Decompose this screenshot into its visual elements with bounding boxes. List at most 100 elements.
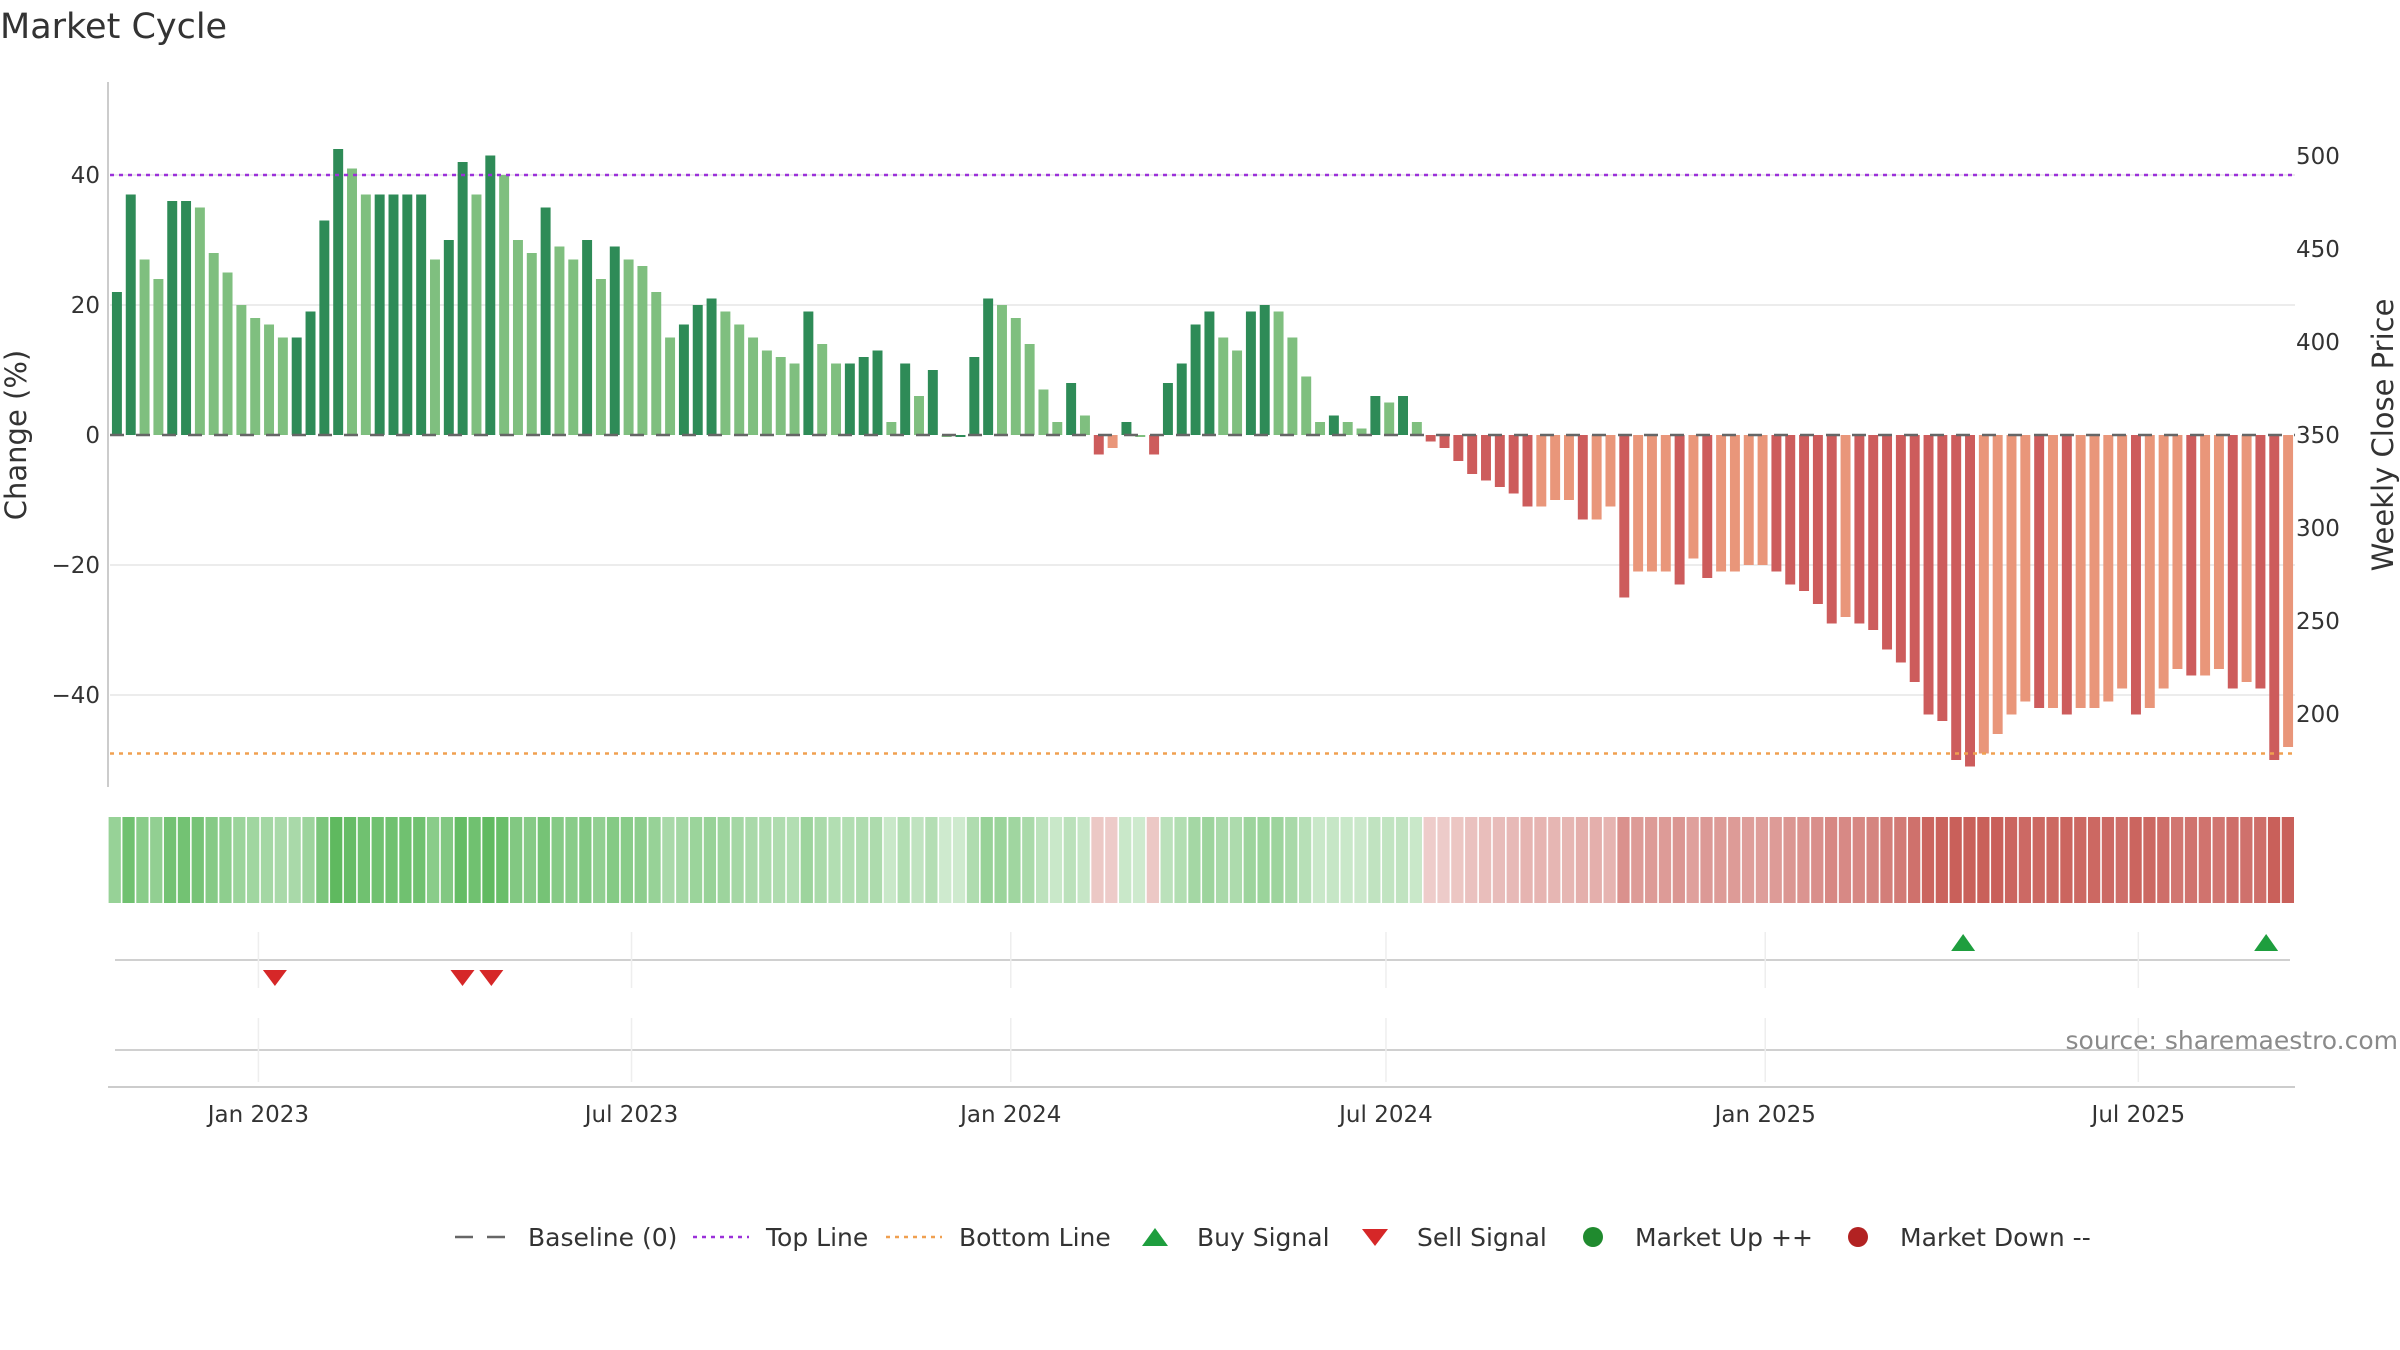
change-bar (526, 253, 537, 435)
heat-cell (2240, 817, 2253, 903)
heat-cell (745, 817, 758, 903)
heat-cell (579, 817, 592, 903)
legend-item[interactable]: Baseline (0) (455, 1223, 677, 1252)
heat-cell (1548, 817, 1561, 903)
heat-cell (288, 817, 301, 903)
change-bar (803, 311, 814, 435)
heat-cell (1437, 817, 1450, 903)
heat-cell (606, 817, 620, 903)
change-bar (1646, 435, 1657, 572)
heat-cell (1257, 817, 1270, 903)
heat-cell (2143, 817, 2156, 903)
heat-cell (371, 817, 384, 903)
heat-cell (1423, 817, 1436, 903)
change-bar (1660, 435, 1671, 572)
heat-cell (1146, 817, 1159, 903)
change-bar (167, 201, 178, 435)
change-bar (2200, 435, 2211, 676)
y-tick-label: −40 (51, 683, 100, 709)
heat-cell (786, 817, 800, 903)
heat-cell (1105, 817, 1118, 903)
legend-item[interactable]: Buy Signal (1142, 1223, 1330, 1252)
heat-cell (1631, 817, 1644, 903)
change-bar (2269, 435, 2280, 760)
change-bar (319, 220, 330, 435)
heat-cell (357, 817, 370, 903)
legend-item[interactable]: Sell Signal (1362, 1223, 1547, 1252)
heat-cell (773, 817, 786, 903)
change-bar (1992, 435, 2003, 734)
change-bar (900, 363, 911, 435)
legend-label: Top Line (765, 1223, 868, 1252)
change-bar (430, 259, 440, 435)
change-bar (347, 168, 357, 435)
legend-item[interactable]: Market Down -- (1848, 1223, 2091, 1252)
change-bar (1052, 422, 1063, 435)
heat-cell (247, 817, 260, 903)
heat-cell (1478, 817, 1492, 903)
change-bar (1218, 337, 1229, 435)
legend-swatch (1848, 1227, 1868, 1247)
heat-cell (883, 817, 896, 903)
heat-cell (1811, 817, 1824, 903)
legend-item[interactable]: Top Line (693, 1223, 868, 1252)
heat-cell (440, 817, 454, 903)
heat-cell (108, 817, 121, 903)
heat-cell (1894, 817, 1907, 903)
heat-cell (1561, 817, 1575, 903)
change-bar (1107, 435, 1118, 448)
x-tick-label: Jul 2025 (2090, 1102, 2186, 1128)
change-bar (748, 337, 759, 435)
change-bar (181, 201, 192, 435)
heat-cell (2074, 817, 2087, 903)
change-bar (2130, 435, 2141, 715)
change-bar (416, 194, 427, 435)
change-bar (2241, 435, 2252, 682)
legend-swatch (1362, 1229, 1388, 1246)
heat-cell (1243, 817, 1256, 903)
change-bar (194, 207, 205, 435)
x-tick-label: Jul 2024 (1337, 1102, 1433, 1128)
heat-cell (1160, 817, 1173, 903)
change-bar (2213, 435, 2224, 669)
heat-cell (1686, 817, 1699, 903)
change-bar (153, 279, 164, 435)
change-bar (1923, 435, 1934, 715)
heat-cell (330, 817, 343, 903)
legend: Baseline (0) Top Line Bottom Line Buy Signa… (455, 1223, 2091, 1252)
change-bar (789, 363, 800, 435)
legend-label: Market Down -- (1900, 1223, 2091, 1252)
y-tick-label: 20 (71, 293, 100, 319)
heat-cell (703, 817, 717, 903)
legend-item[interactable]: Market Up ++ (1583, 1223, 1813, 1252)
heat-cell (2046, 817, 2059, 903)
momentum-heat-strip (108, 817, 2294, 903)
heat-cell (1741, 817, 1755, 903)
change-bar (1425, 435, 1436, 442)
heat-cell (2032, 817, 2045, 903)
legend-item[interactable]: Bottom Line (886, 1223, 1111, 1252)
heat-cell (2060, 817, 2073, 903)
y2-tick-label: 300 (2296, 516, 2340, 542)
change-bar (1315, 422, 1326, 435)
change-bar (1259, 305, 1270, 435)
change-bar (1411, 422, 1422, 435)
change-bar (264, 324, 275, 435)
heat-cell (676, 817, 689, 903)
change-bar (277, 337, 288, 435)
change-bar (512, 240, 523, 435)
change-bar (692, 305, 703, 435)
heat-cell (1603, 817, 1616, 903)
change-bar (2158, 435, 2169, 689)
change-bar (734, 324, 745, 435)
heat-cell (828, 817, 841, 903)
change-bar (2144, 435, 2155, 708)
change-bar (1577, 435, 1588, 520)
heat-cell (1714, 817, 1727, 903)
heat-cell (496, 817, 509, 903)
heat-cell (482, 817, 495, 903)
change-bar (1688, 435, 1699, 559)
heat-cell (122, 817, 135, 903)
heat-cell (1700, 817, 1713, 903)
change-bar (1481, 435, 1491, 481)
